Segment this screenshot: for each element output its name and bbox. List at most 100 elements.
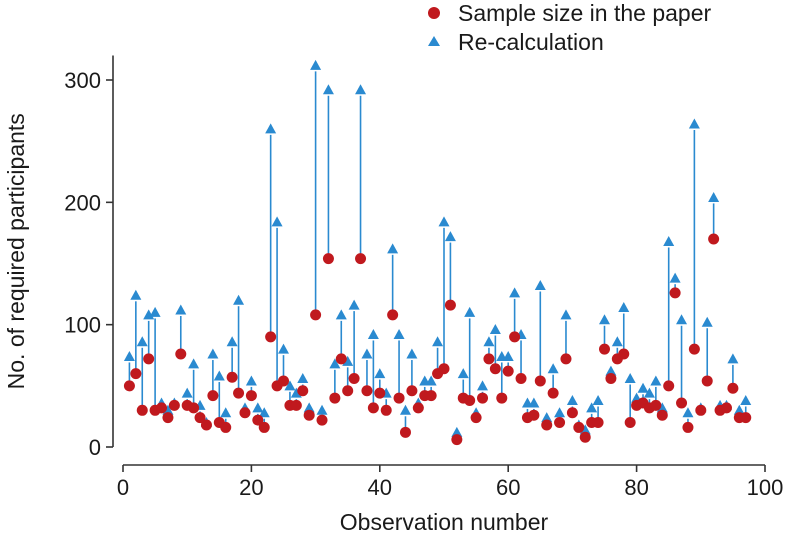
paper-point xyxy=(335,353,347,365)
paper-point xyxy=(425,390,437,402)
recalc-point xyxy=(252,402,264,413)
paper-point xyxy=(162,412,174,424)
recalc-point xyxy=(149,306,161,317)
paper-point xyxy=(342,385,354,397)
recalc-point xyxy=(387,243,399,254)
paper-point xyxy=(348,372,360,384)
paper-point xyxy=(374,387,386,399)
paper-point xyxy=(682,421,694,433)
recalc-point xyxy=(438,216,450,227)
paper-point xyxy=(361,385,373,397)
recalc-point xyxy=(284,380,296,391)
recalc-point xyxy=(393,328,405,339)
recalc-point xyxy=(528,397,540,408)
paper-point xyxy=(265,331,277,343)
x-axis-label: Observation number xyxy=(340,509,549,533)
recalc-point xyxy=(483,336,495,347)
recalc-point xyxy=(367,328,379,339)
recalc-point xyxy=(444,231,456,242)
paper-point xyxy=(592,417,604,429)
paper-point xyxy=(496,392,508,404)
recalc-point xyxy=(374,368,386,379)
paper-point xyxy=(316,414,328,426)
recalc-point xyxy=(534,280,546,291)
paper-point xyxy=(740,412,752,424)
paper-point xyxy=(226,371,238,383)
paper-point xyxy=(380,404,392,416)
recalc-point xyxy=(175,304,187,315)
recalc-point xyxy=(425,375,437,386)
paper-point xyxy=(688,343,700,355)
paper-point xyxy=(720,402,732,414)
recalc-point xyxy=(637,382,649,393)
paper-point xyxy=(406,385,418,397)
recalc-point xyxy=(348,299,360,310)
paper-point xyxy=(618,348,630,360)
recalc-point xyxy=(688,118,700,129)
paper-point xyxy=(541,419,553,431)
recalc-point xyxy=(303,402,315,413)
paper-point xyxy=(310,309,322,321)
paper-point xyxy=(245,390,257,402)
paper-point xyxy=(278,375,289,387)
paper-point xyxy=(175,348,187,360)
paper-point xyxy=(136,404,148,416)
paper-point xyxy=(200,419,212,431)
tick-marks: 0 100 200 300 0 20 40 60 80 100 xyxy=(64,68,783,500)
x-tick-label: 80 xyxy=(624,475,648,500)
paper-point xyxy=(297,385,309,397)
paper-point xyxy=(239,407,251,419)
paper-point xyxy=(367,402,379,414)
paper-point xyxy=(727,382,739,394)
recalc-point xyxy=(258,407,270,418)
recalc-point xyxy=(361,348,373,359)
recalc-point xyxy=(297,372,309,383)
paper-point xyxy=(528,409,540,421)
recalc-point xyxy=(406,348,418,359)
paper-point xyxy=(676,397,688,409)
paper-point xyxy=(489,363,501,375)
paper-point xyxy=(605,372,617,384)
paper-point xyxy=(399,426,411,438)
recalc-point xyxy=(547,363,559,374)
paper-point xyxy=(708,233,720,245)
recalc-point xyxy=(611,336,623,347)
paper-point xyxy=(329,392,341,404)
recalc-point xyxy=(708,191,720,202)
recalc-point xyxy=(310,59,322,70)
recalc-point xyxy=(322,84,334,95)
x-tick-label: 60 xyxy=(496,475,520,500)
recalc-point xyxy=(624,372,636,383)
paper-point xyxy=(412,402,424,414)
recalc-point xyxy=(136,336,148,347)
recalc-point xyxy=(329,358,341,369)
paper-point xyxy=(143,353,155,365)
recalc-point xyxy=(643,387,655,398)
legend-paper-label: Sample size in the paper xyxy=(458,0,711,26)
paper-point xyxy=(477,392,489,404)
recalc-point xyxy=(451,426,463,437)
recalc-point xyxy=(181,387,193,398)
recalc-point xyxy=(355,84,367,95)
paper-point xyxy=(579,431,591,443)
recalc-point xyxy=(605,365,617,376)
legend: Sample size in the paper Re-calculation xyxy=(428,0,711,55)
recalc-point xyxy=(489,324,501,335)
paper-point xyxy=(438,363,450,375)
recalc-point xyxy=(316,404,328,415)
recalc-point xyxy=(271,216,283,227)
paper-point xyxy=(451,434,463,446)
recalc-point xyxy=(477,380,489,391)
recalc-point xyxy=(464,306,476,317)
paper-point xyxy=(387,309,399,321)
paper-point xyxy=(355,253,367,265)
recalc-point xyxy=(188,358,200,369)
x-tick-label: 0 xyxy=(117,475,129,500)
paper-point xyxy=(220,421,232,433)
y-tick-label: 100 xyxy=(64,313,101,338)
y-tick-label: 300 xyxy=(64,68,101,93)
paper-point xyxy=(483,353,495,365)
recalc-point xyxy=(207,348,219,359)
